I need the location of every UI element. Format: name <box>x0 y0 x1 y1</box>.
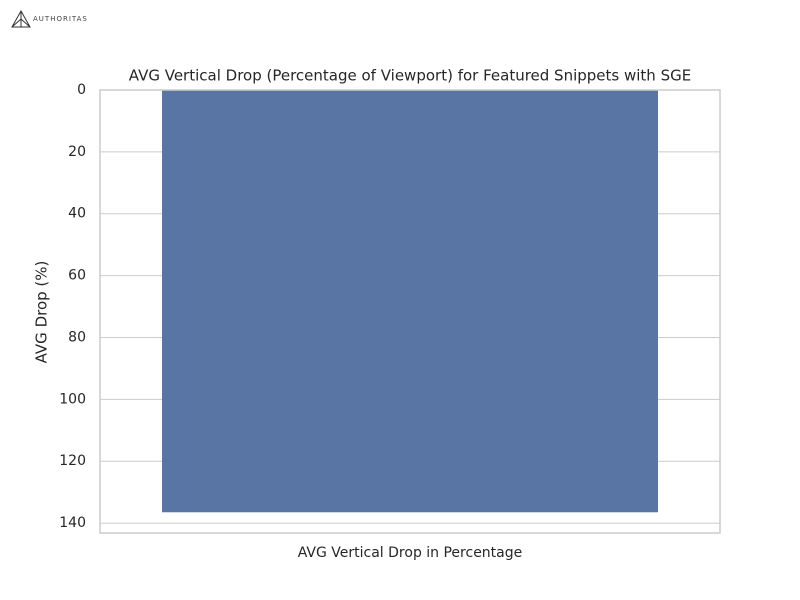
y-tick-label: 20 <box>68 144 86 160</box>
logo-icon <box>11 9 31 28</box>
y-tick-label: 140 <box>59 515 86 531</box>
logo: AUTHORITAS <box>11 9 88 28</box>
y-tick-label: 120 <box>59 453 86 469</box>
plot-frame <box>99 89 721 534</box>
y-tick-label: 0 <box>77 82 86 98</box>
y-axis-label: AVG Drop (%) <box>33 261 51 364</box>
y-tick-label: 80 <box>68 329 86 345</box>
chart-title: AVG Vertical Drop (Percentage of Viewpor… <box>129 67 691 85</box>
y-tick-label: 60 <box>68 268 86 284</box>
logo-text: AUTHORITAS <box>33 15 88 23</box>
y-tick-label: 40 <box>68 206 86 222</box>
x-axis-label: AVG Vertical Drop in Percentage <box>298 545 523 561</box>
bar <box>162 90 658 513</box>
y-tick-label: 100 <box>59 391 86 407</box>
